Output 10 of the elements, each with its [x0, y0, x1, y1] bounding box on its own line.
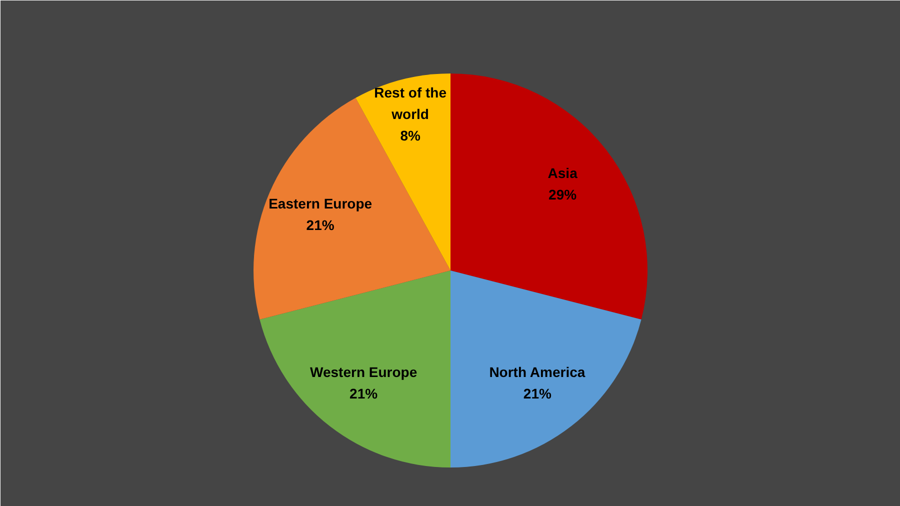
slice-label: Western Europe: [310, 364, 418, 380]
slice-label: North America: [489, 364, 586, 380]
slice-label: Eastern Europe: [268, 195, 372, 212]
slice-label: Rest of the world: [374, 84, 447, 122]
slice-label: Asia: [548, 164, 578, 181]
data-label: 21%: [306, 216, 335, 233]
data-label: 8%: [400, 128, 421, 144]
data-label: 21%: [350, 385, 378, 402]
data-label: 21%: [523, 385, 552, 402]
data-label: 29%: [548, 186, 578, 202]
